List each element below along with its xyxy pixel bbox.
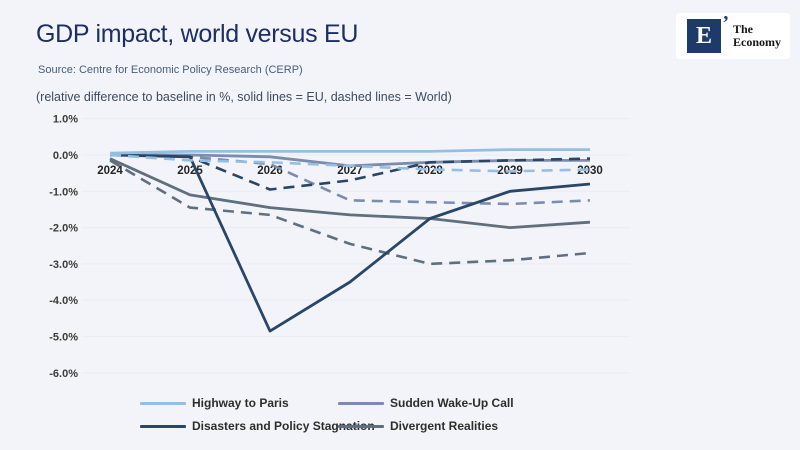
- series-line-divergent-realities-eu: [109, 157, 591, 229]
- series-line-highway-to-paris-world: [109, 153, 591, 173]
- series-line-disasters-and-policy-stagnation-eu: [109, 153, 591, 333]
- legend-line-swatch-highway: [140, 401, 186, 405]
- logo-wordmark-line2: Economy: [733, 35, 781, 49]
- series-line-divergent-realities-world: [109, 159, 591, 266]
- y-axis-tick-label: 1.0%: [53, 114, 78, 126]
- logo-apostrophe-icon: ’: [722, 12, 729, 34]
- line-chart-canvas: 1.0% 0.0% -1.0% -2.0% -3.0% -4.0% -5.0% -6.0% 20…: [49, 114, 630, 380]
- chart-subtitle-note: (relative difference to baseline in %, s…: [36, 90, 452, 104]
- y-axis-tick-label: 0.0%: [53, 150, 78, 162]
- page-title: GDP impact, world versus EU: [36, 20, 359, 48]
- logo-letter: E: [695, 22, 712, 49]
- y-axis-tick-label: -3.0%: [49, 259, 78, 271]
- y-axis-tick-label: -6.0%: [49, 368, 78, 380]
- legend-line-swatch-sudden: [338, 401, 384, 405]
- x-axis-tick-label: 2024: [97, 165, 123, 177]
- legend-label: Sudden Wake-Up Call: [390, 396, 514, 410]
- y-axis-tick-label: -5.0%: [49, 332, 78, 344]
- x-axis-tick-label: 2030: [577, 165, 603, 177]
- legend-item-highway-to-paris: Highway to Paris: [140, 396, 338, 410]
- legend-label: Divergent Realities: [390, 419, 499, 433]
- y-axis-tick-label: -1.0%: [49, 186, 78, 198]
- line-chart: 1.0% 0.0% -1.0% -2.0% -3.0% -4.0% -5.0% -6.0% 20…: [30, 106, 660, 406]
- source-caption: Source: Centre for Economic Policy Resea…: [38, 64, 303, 76]
- series-line-highway-to-paris-eu: [109, 148, 590, 155]
- legend-item-sudden-wake-up-call: Sudden Wake-Up Call: [338, 396, 514, 410]
- legend-line-swatch-disasters: [140, 424, 186, 428]
- logo-e-icon: E ’: [687, 13, 729, 53]
- legend-line-swatch-divergent: [338, 424, 384, 428]
- logo-wordmark-line1: The: [733, 22, 754, 37]
- legend-item-disasters-and-policy-stagnation: Disasters and Policy Stagnation: [140, 419, 375, 433]
- legend-label: Highway to Paris: [192, 396, 289, 410]
- y-axis-tick-label: -4.0%: [49, 295, 78, 307]
- the-economy-logo: E ’ The Economy: [676, 13, 790, 59]
- legend-item-divergent-realities: Divergent Realities: [338, 419, 514, 433]
- x-axis-tick-label: 2027: [337, 165, 363, 177]
- legend-label: Disasters and Policy Stagnation: [192, 419, 375, 433]
- series-line-sudden-wake-up-call-world: [109, 153, 591, 206]
- logo-wordmark: The Economy: [733, 23, 781, 48]
- chart-legend: Highway to Paris Sudden Wake-Up Call Dis…: [140, 396, 514, 433]
- y-axis-tick-label: -2.0%: [49, 223, 78, 235]
